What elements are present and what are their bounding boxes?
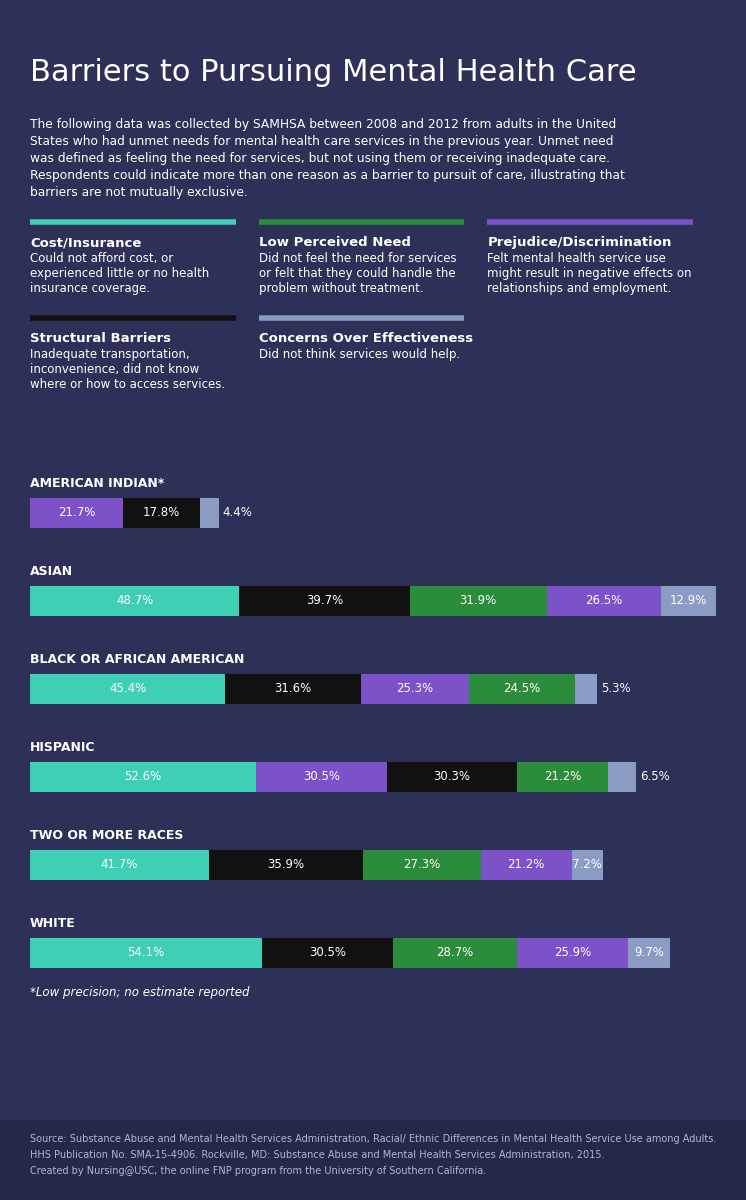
Text: Low Perceived Need: Low Perceived Need (259, 236, 410, 248)
Text: 4.4%: 4.4% (222, 506, 252, 520)
Bar (30, 586, 239, 616)
Text: Source: Substance Abuse and Mental Health Services Administration, Racial/ Ethni: Source: Substance Abuse and Mental Healt… (30, 1134, 716, 1144)
Bar (571, 850, 603, 880)
Text: Inadequate transportation,: Inadequate transportation, (30, 348, 189, 361)
Bar (517, 762, 608, 792)
Text: AMERICAN INDIAN*: AMERICAN INDIAN* (30, 476, 164, 490)
Text: 7.2%: 7.2% (572, 858, 602, 871)
Bar (363, 850, 480, 880)
Text: experienced little or no health: experienced little or no health (30, 266, 209, 280)
Text: relationships and employment.: relationships and employment. (487, 282, 671, 295)
Bar (608, 762, 636, 792)
Bar (628, 938, 670, 968)
Text: Cost/Insurance: Cost/Insurance (30, 236, 142, 248)
Text: Could not afford cost, or: Could not afford cost, or (30, 252, 173, 265)
Text: 5.3%: 5.3% (601, 683, 631, 696)
Text: 21.7%: 21.7% (58, 506, 95, 520)
Text: 21.2%: 21.2% (544, 770, 581, 784)
Bar (30, 850, 209, 880)
Text: 21.2%: 21.2% (507, 858, 545, 871)
Text: 35.9%: 35.9% (268, 858, 305, 871)
Bar (30, 674, 225, 704)
Text: Structural Barriers: Structural Barriers (30, 332, 171, 346)
Text: The following data was collected by SAMHSA between 2008 and 2012 from adults in : The following data was collected by SAMH… (30, 118, 616, 131)
Bar (469, 674, 574, 704)
Text: 30.3%: 30.3% (433, 770, 471, 784)
Text: Did not feel the need for services: Did not feel the need for services (259, 252, 457, 265)
Text: Prejudice/Discrimination: Prejudice/Discrimination (487, 236, 671, 248)
Bar (30, 762, 256, 792)
Bar (209, 850, 363, 880)
Text: 31.9%: 31.9% (460, 594, 497, 607)
Bar (574, 674, 598, 704)
Text: where or how to access services.: where or how to access services. (30, 378, 225, 391)
Text: Concerns Over Effectiveness: Concerns Over Effectiveness (259, 332, 473, 346)
Text: WHITE: WHITE (30, 917, 76, 930)
Text: 52.6%: 52.6% (125, 770, 162, 784)
Text: Did not think services would help.: Did not think services would help. (259, 348, 460, 361)
Text: 30.5%: 30.5% (310, 947, 346, 960)
Bar (410, 586, 547, 616)
Text: Felt mental health service use: Felt mental health service use (487, 252, 666, 265)
Text: Barriers to Pursuing Mental Health Care: Barriers to Pursuing Mental Health Care (30, 58, 636, 86)
Bar (30, 938, 263, 968)
Text: 25.9%: 25.9% (554, 947, 591, 960)
Text: 54.1%: 54.1% (128, 947, 165, 960)
Bar (480, 850, 571, 880)
Bar (256, 762, 387, 792)
Text: was defined as feeling the need for services, but not using them or receiving in: was defined as feeling the need for serv… (30, 152, 610, 164)
Text: ASIAN: ASIAN (30, 565, 73, 578)
Text: problem without treatment.: problem without treatment. (259, 282, 423, 295)
Bar (239, 586, 410, 616)
Text: 25.3%: 25.3% (397, 683, 433, 696)
Text: BLACK OR AFRICAN AMERICAN: BLACK OR AFRICAN AMERICAN (30, 653, 245, 666)
Bar (0, 1120, 746, 1200)
Text: insurance coverage.: insurance coverage. (30, 282, 150, 295)
Text: 27.3%: 27.3% (404, 858, 441, 871)
Bar (547, 586, 661, 616)
Bar (393, 938, 517, 968)
Text: 6.5%: 6.5% (640, 770, 670, 784)
Bar (361, 674, 469, 704)
Text: 9.7%: 9.7% (634, 947, 664, 960)
Text: 26.5%: 26.5% (585, 594, 622, 607)
Text: 30.5%: 30.5% (303, 770, 340, 784)
Bar (661, 586, 716, 616)
Text: 17.8%: 17.8% (142, 506, 180, 520)
Text: TWO OR MORE RACES: TWO OR MORE RACES (30, 829, 184, 842)
Text: 48.7%: 48.7% (116, 594, 153, 607)
Text: States who had unmet needs for mental health care services in the previous year.: States who had unmet needs for mental he… (30, 134, 613, 148)
Text: barriers are not mutually exclusive.: barriers are not mutually exclusive. (30, 186, 248, 199)
Bar (123, 498, 200, 528)
Bar (30, 498, 123, 528)
Text: Respondents could indicate more than one reason as a barrier to pursuit of care,: Respondents could indicate more than one… (30, 169, 625, 182)
Text: might result in negative effects on: might result in negative effects on (487, 266, 692, 280)
Text: 31.6%: 31.6% (275, 683, 312, 696)
Bar (200, 498, 219, 528)
Text: 12.9%: 12.9% (670, 594, 707, 607)
Text: Created by Nursing@USC, the online FNP program from the University of Southern C: Created by Nursing@USC, the online FNP p… (30, 1166, 486, 1176)
Text: HHS Publication No. SMA-15-4906. Rockville, MD: Substance Abuse and Mental Healt: HHS Publication No. SMA-15-4906. Rockvil… (30, 1150, 604, 1160)
Text: 28.7%: 28.7% (436, 947, 474, 960)
Bar (517, 938, 628, 968)
Bar (263, 938, 393, 968)
Text: inconvenience, did not know: inconvenience, did not know (30, 362, 199, 376)
Text: 45.4%: 45.4% (109, 683, 146, 696)
Bar (225, 674, 361, 704)
Text: *Low precision; no estimate reported: *Low precision; no estimate reported (30, 986, 249, 998)
Text: 24.5%: 24.5% (504, 683, 541, 696)
Bar (387, 762, 517, 792)
Text: or felt that they could handle the: or felt that they could handle the (259, 266, 455, 280)
Text: 41.7%: 41.7% (101, 858, 138, 871)
Text: 39.7%: 39.7% (306, 594, 343, 607)
Text: HISPANIC: HISPANIC (30, 740, 95, 754)
